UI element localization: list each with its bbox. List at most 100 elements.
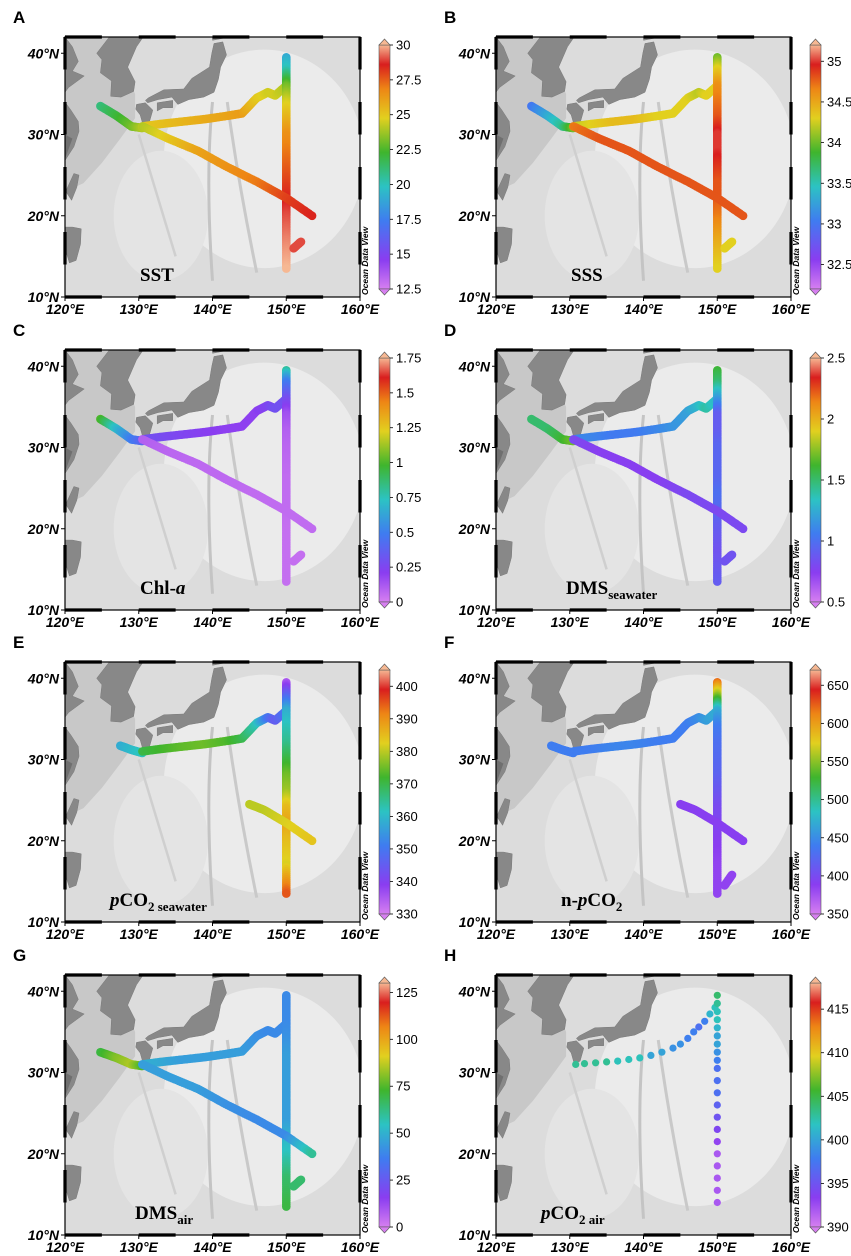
lon-tick-label: 150°E — [698, 1239, 737, 1255]
land-mass — [527, 975, 575, 1036]
data-point — [713, 577, 722, 586]
data-point — [713, 1186, 721, 1194]
odv-watermark: Ocean Data View — [791, 1163, 801, 1233]
data-point — [614, 1057, 622, 1065]
ridge-line — [568, 759, 608, 882]
colorbar-gradient — [378, 44, 391, 290]
data-point — [727, 550, 737, 560]
colorbar-tick-label: 75 — [396, 1079, 410, 1094]
lon-tick-label: 160°E — [772, 926, 811, 942]
ridge-line — [656, 1039, 690, 1211]
data-point — [713, 1064, 721, 1072]
colorbar-tick-label: 415 — [827, 1002, 849, 1017]
lat-tick-label: 10°N — [28, 914, 60, 930]
land-mass — [527, 662, 575, 723]
colorbar-tick-label: 405 — [827, 1089, 849, 1104]
data-point — [713, 1024, 721, 1032]
lat-tick-label: 40°N — [458, 45, 491, 61]
colorbar-tick-label: 400 — [396, 679, 418, 694]
variable-label: Chl-a — [140, 578, 186, 599]
lon-tick-label: 120°E — [477, 1239, 516, 1255]
lat-tick-label: 20°N — [458, 208, 491, 224]
lat-tick-label: 10°N — [459, 602, 491, 618]
land-mass — [65, 1111, 80, 1139]
colorbar-tick-label: 1.75 — [396, 351, 421, 366]
land-mass — [527, 37, 575, 98]
panel-letter: C — [13, 321, 25, 340]
lat-tick-label: 10°N — [459, 289, 491, 305]
land-mass — [65, 173, 80, 201]
odv-watermark: Ocean Data View — [360, 538, 370, 608]
land-mass — [496, 350, 516, 507]
land-mass — [156, 725, 173, 737]
lat-tick-label: 20°N — [27, 521, 60, 537]
land-mass — [587, 725, 604, 737]
lon-tick-label: 130°E — [120, 614, 159, 630]
odv-watermark: Ocean Data View — [360, 1163, 370, 1233]
land-mass — [96, 37, 144, 98]
colorbar-cap-bottom — [378, 1226, 391, 1234]
panel-F: 10°N 20°N 30°N 40°N 120°E 130°E 140°E 150°E 160°… — [444, 633, 849, 942]
colorbar-tick-label: 100 — [396, 1032, 418, 1047]
land-mass — [65, 975, 85, 1132]
map-background — [496, 662, 791, 922]
colorbar-tick-label: 1.5 — [396, 385, 414, 400]
ridge-line — [225, 101, 259, 273]
data-point — [282, 889, 291, 898]
ridge-line — [225, 1039, 259, 1211]
panel-C: 10°N 20°N 30°N 40°N 120°E 130°E 140°E 150°E 160°… — [13, 321, 421, 630]
data-point — [307, 836, 317, 846]
odv-watermark: Ocean Data View — [791, 538, 801, 608]
ridge-line — [656, 414, 690, 586]
lon-tick-label: 140°E — [193, 614, 232, 630]
panel-H: 10°N 20°N 30°N 40°N 120°E 130°E 140°E 150°E 160°… — [444, 946, 849, 1255]
data-point — [307, 524, 317, 534]
lat-tick-label: 10°N — [28, 1227, 60, 1243]
colorbar-cap-bottom — [378, 913, 391, 921]
land-mass — [65, 662, 85, 819]
colorbar-cap-top — [809, 351, 822, 359]
data-point — [592, 1059, 600, 1067]
variable-label: DMSair — [135, 1203, 193, 1227]
data-point — [603, 1058, 611, 1066]
colorbar-tick-label: 500 — [827, 792, 849, 807]
panel-letter: A — [13, 8, 25, 27]
colorbar-tick-label: 390 — [827, 1220, 849, 1235]
lat-tick-label: 30°N — [28, 1065, 60, 1081]
basin-shade — [544, 463, 640, 594]
lon-tick-label: 130°E — [551, 1239, 590, 1255]
basin-shade — [544, 1088, 640, 1219]
lat-tick-label: 30°N — [459, 752, 491, 768]
colorbar-tick-label: 30 — [396, 38, 410, 53]
lon-tick-label: 130°E — [120, 926, 159, 942]
map-background — [496, 975, 791, 1235]
colorbar-tick-label: 0.25 — [396, 560, 421, 575]
lat-tick-label: 30°N — [459, 1065, 491, 1081]
map-background — [65, 662, 360, 922]
colorbar-cap-top — [809, 38, 822, 46]
colorbar-cap-top — [378, 38, 391, 46]
data-point — [296, 1175, 306, 1185]
data-point — [727, 870, 737, 880]
colorbar-tick-label: 395 — [827, 1176, 849, 1191]
land-mass — [65, 798, 80, 826]
lon-tick-label: 130°E — [551, 301, 590, 317]
land-mass — [96, 662, 144, 723]
data-point — [690, 1028, 698, 1036]
lon-tick-label: 140°E — [624, 1239, 663, 1255]
colorbar-tick-label: 1.5 — [827, 473, 845, 488]
cruise-track-points — [96, 991, 317, 1211]
colorbar-tick-label: 0.5 — [827, 595, 845, 610]
colorbar-cap-top — [378, 976, 391, 984]
colorbar-cap-top — [809, 976, 822, 984]
colorbar-tick-label: 17.5 — [396, 212, 421, 227]
data-point — [669, 1044, 677, 1052]
land-mass — [496, 975, 516, 1132]
panel-letter: H — [444, 946, 456, 965]
colorbar-cap-bottom — [378, 288, 391, 296]
map-background — [65, 37, 360, 297]
data-point — [713, 1077, 721, 1085]
lon-tick-label: 160°E — [772, 614, 811, 630]
data-point — [706, 1010, 714, 1018]
lon-tick-label: 150°E — [267, 301, 306, 317]
